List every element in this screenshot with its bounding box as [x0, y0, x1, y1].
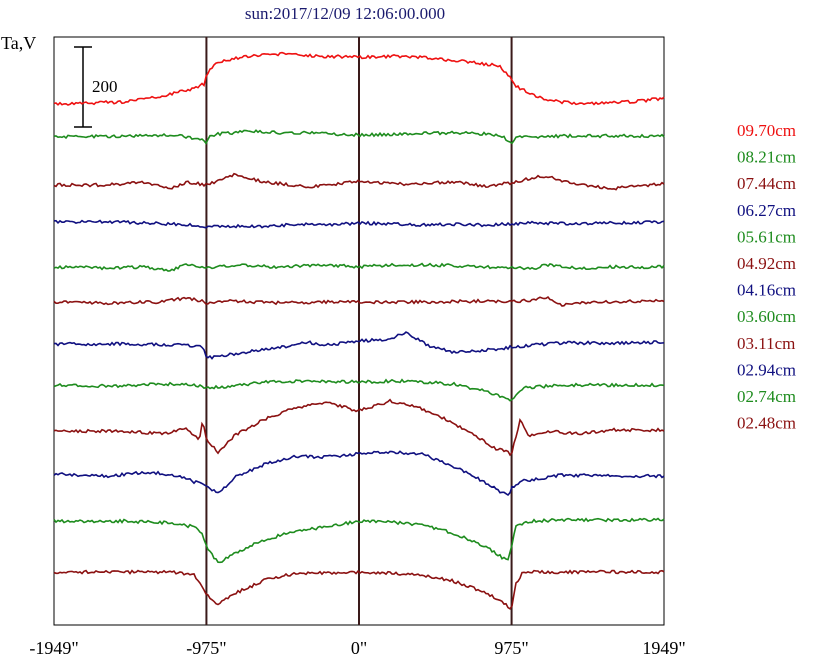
legend-item-06.27cm: 06.27cm — [737, 201, 796, 220]
series-line-06.27cm — [53, 219, 665, 229]
legend-item-05.61cm: 05.61cm — [737, 227, 796, 246]
x-tick-label-2: 0" — [351, 638, 367, 658]
series-line-03.60cm — [53, 378, 665, 402]
legend-item-03.11cm: 03.11cm — [737, 334, 795, 353]
legend-item-02.48cm: 02.48cm — [737, 414, 796, 433]
legend: 09.70cm 08.21cm 07.44cm 06.27cm 05.61cm 04.92… — [737, 121, 796, 433]
legend-item-03.60cm: 03.60cm — [737, 307, 796, 326]
series-line-02.94cm — [53, 450, 665, 497]
series-line-08.21cm — [53, 129, 665, 145]
y-axis-label: Ta,V — [1, 33, 36, 53]
legend-item-07.44cm: 07.44cm — [737, 174, 796, 193]
x-tick-label-3: 975" — [494, 638, 528, 658]
x-tick-label-0: -1949" — [29, 638, 78, 658]
vertical-reference-lines — [205, 37, 513, 625]
series-lines — [53, 51, 665, 610]
series-line-09.70cm — [53, 51, 665, 106]
series-line-07.44cm — [53, 172, 665, 191]
series-line-02.48cm — [53, 569, 665, 610]
x-tick-labels: -1949" -975" 0" 975" 1949" — [29, 638, 685, 658]
legend-item-02.94cm: 02.94cm — [737, 360, 796, 379]
chart-title: sun:2017/12/09 12:06:00.000 — [245, 4, 445, 23]
scale-bar-label: 200 — [92, 77, 118, 96]
legend-item-04.92cm: 04.92cm — [737, 254, 796, 273]
legend-item-09.70cm: 09.70cm — [737, 121, 796, 140]
legend-item-08.21cm: 08.21cm — [737, 148, 796, 167]
legend-item-02.74cm: 02.74cm — [737, 387, 796, 406]
series-line-05.61cm — [53, 262, 665, 272]
x-tick-label-1: -975" — [186, 638, 226, 658]
legend-item-04.16cm: 04.16cm — [737, 281, 796, 300]
series-line-02.74cm — [53, 517, 665, 564]
series-line-04.92cm — [53, 296, 665, 307]
series-line-03.11cm — [53, 398, 665, 457]
series-line-04.16cm — [53, 331, 665, 360]
scale-bar: 200 — [74, 46, 118, 128]
x-tick-label-4: 1949" — [642, 638, 685, 658]
